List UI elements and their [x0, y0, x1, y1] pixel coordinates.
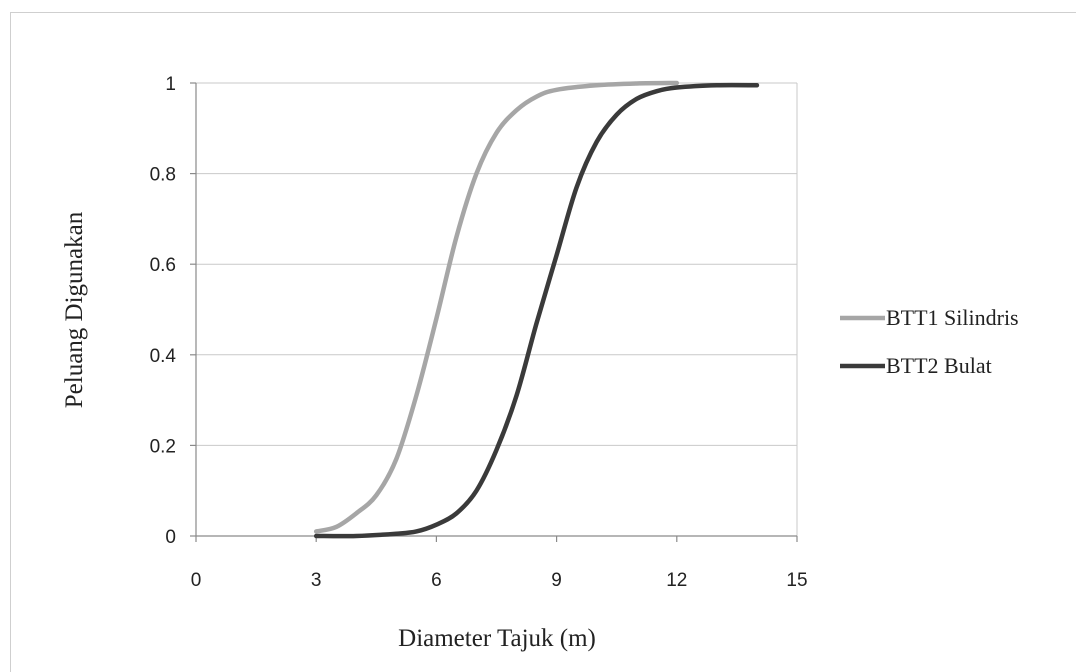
x-tick-label-3: 9	[551, 570, 562, 591]
x-tick-label-1: 3	[311, 570, 322, 591]
line-chart: 00.20.40.60.810 3 6 9 12 15 BTT1 SilindrisBTT…	[61, 74, 1019, 652]
series-line-1	[313, 80, 680, 534]
series-line-2	[313, 82, 760, 539]
legend: BTT1 Silindris BTT2 Bulat	[840, 305, 1019, 378]
chart-frame	[10, 12, 1076, 672]
x-tick-label-2: 6	[431, 570, 442, 591]
x-tick-label-5: 15	[786, 570, 807, 591]
y-tick-label-3: 0.6	[150, 255, 176, 276]
y-tick-label-1: 0.2	[150, 436, 176, 457]
legend-label-1: BTT1 Silindris	[886, 305, 1019, 330]
series-lines	[313, 80, 760, 539]
gridlines	[196, 82, 798, 536]
y-axis-title: Peluang Digunakan	[61, 211, 88, 408]
y-tick-label-5: 1	[165, 74, 176, 95]
tick-labels: 0 0.2 0.4 0.6 0.8 1 0 3 6 9 12 15	[150, 74, 808, 591]
x-axis-title: Diameter Tajuk (m)	[398, 625, 596, 652]
axes	[190, 82, 798, 542]
y-tick-label-0: 0	[165, 527, 176, 548]
y-tick-label-4: 0.8	[150, 165, 176, 186]
x-tick-label-4: 12	[666, 570, 687, 591]
legend-label-2: BTT2 Bulat	[886, 353, 992, 378]
y-tick-label-2: 0.4	[150, 346, 177, 367]
x-tick-label-0: 0	[191, 570, 202, 591]
